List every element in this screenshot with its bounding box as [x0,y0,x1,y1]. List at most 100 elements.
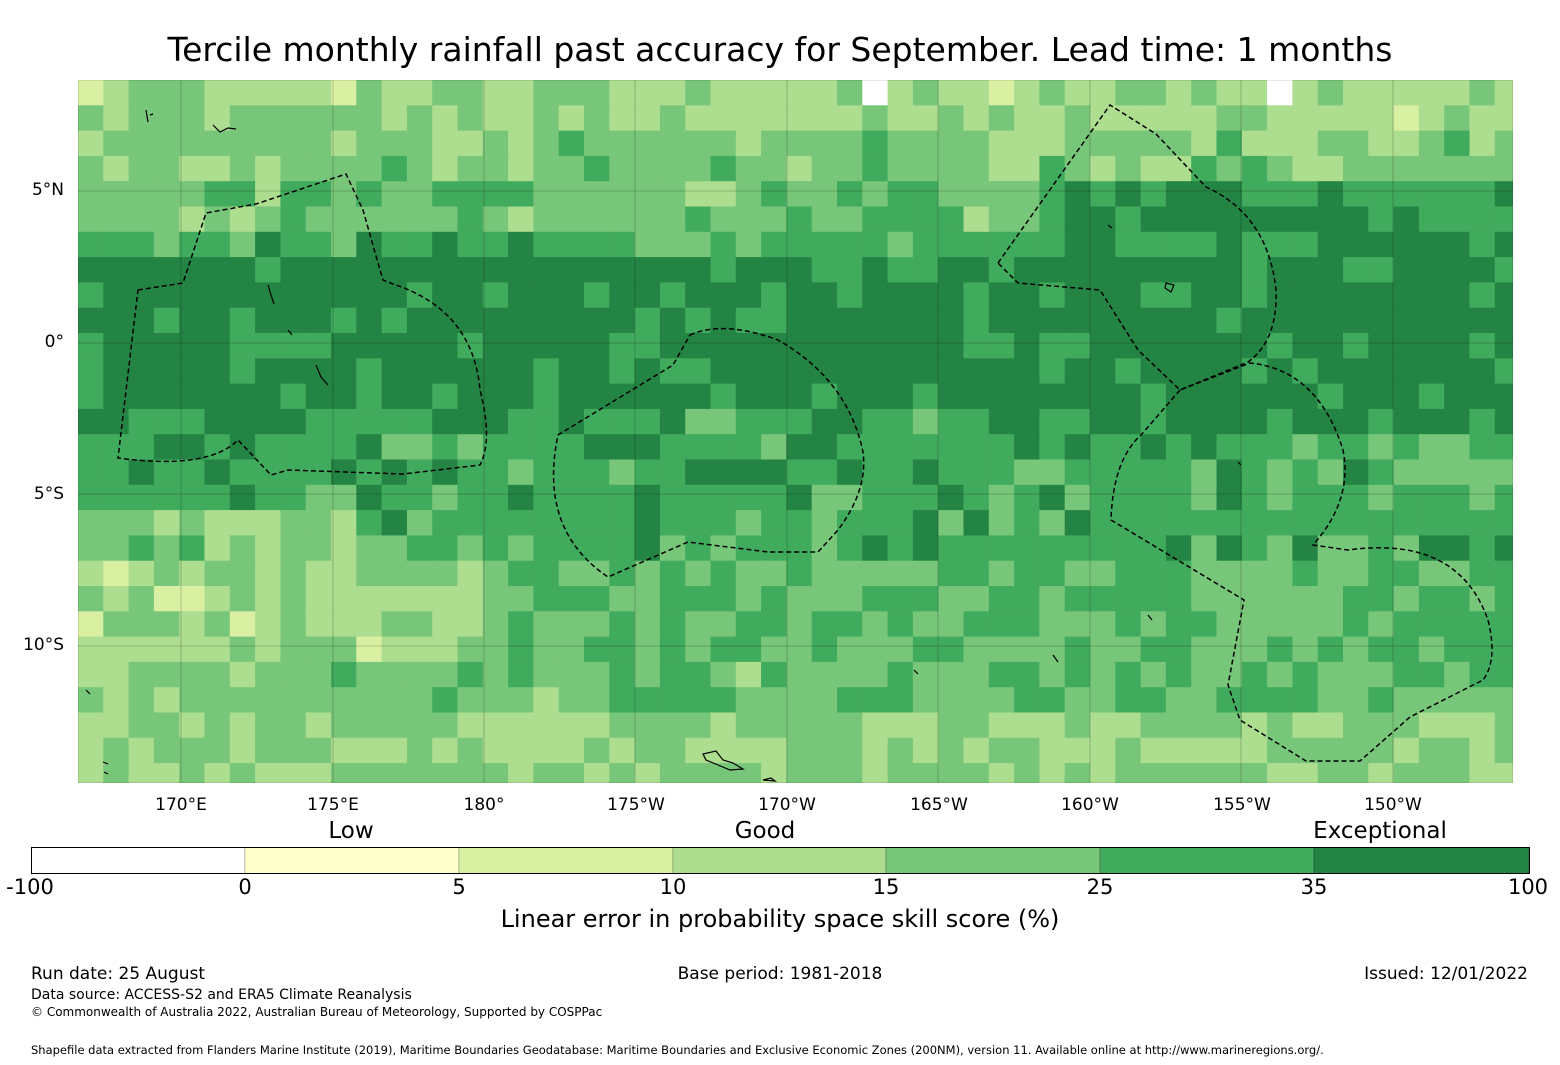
skill-cell [1216,484,1243,511]
skill-cell [1216,257,1243,283]
skill-cell [887,510,914,536]
skill-cell [280,535,307,562]
skill-cell [1014,282,1040,309]
skill-cell [938,687,965,714]
skill-cell [1064,155,1091,182]
skill-cell [558,434,585,461]
skill-cell [229,257,256,283]
skill-cell [1115,358,1142,385]
skill-cell [103,434,130,461]
skill-cell [153,763,180,783]
skill-cell [1317,459,1344,486]
skill-cell [938,661,965,688]
skill-cell [1191,535,1218,562]
skill-cell [761,737,787,764]
skill-cell [432,257,459,283]
skill-cell [938,763,965,783]
skill-cell [78,484,104,511]
skill-cell [912,484,939,511]
skill-cell [457,560,484,587]
skill-cell [1064,560,1091,587]
skill-cell [406,763,433,783]
skill-cell [1494,307,1513,334]
graticule [78,80,1513,783]
skill-cell [432,535,459,562]
skill-cell [381,484,408,511]
skill-cell [1469,535,1496,562]
skill-cell [862,408,889,435]
skill-cell [78,611,104,638]
skill-cell [179,611,206,638]
skill-cell [1469,282,1496,309]
lat-label-5n: 5°N [31,180,64,200]
skill-cell [482,636,509,663]
skill-cell [305,459,332,486]
skill-cell [457,80,484,106]
skill-cell [1115,408,1142,435]
skill-cell [912,510,939,536]
skill-cell [1014,307,1040,334]
skill-cell [1165,459,1192,486]
skill-cell [533,257,560,283]
skill-cell [1090,636,1116,663]
skill-cell [381,307,408,334]
skill-cell [1064,586,1091,612]
skill-cell [862,257,889,283]
skill-cell [685,636,712,663]
skill-cell [1064,80,1091,106]
skill-cell [1292,459,1319,486]
skill-cell [1444,257,1471,283]
skill-cell [786,383,813,410]
skill-cell [432,282,459,309]
skill-cell [533,383,560,410]
skill-cell [331,484,357,511]
skill-cell [862,105,889,132]
skill-cell [179,661,206,688]
skill-cell [584,560,610,587]
skill-cell [1368,80,1395,106]
skill-cell [1368,307,1395,334]
skill-cell [1267,459,1293,486]
skill-cell [280,231,307,258]
skill-cell [988,535,1015,562]
skill-cell [1343,510,1369,536]
skill-cell [634,510,661,536]
skill-cell [1140,130,1167,157]
skill-cell [862,206,889,233]
skill-cell [609,358,636,385]
skill-cell [1469,358,1496,385]
skill-cell [1393,80,1420,106]
skill-cell [432,434,459,461]
skill-cell [1418,257,1445,283]
skill-cell [609,333,636,359]
skill-cell [1494,687,1513,714]
skill-cell [432,358,459,385]
skill-cell [761,535,787,562]
skill-cell [280,434,307,461]
skill-cell [1393,257,1420,283]
skill-cell [255,763,281,783]
skill-cell [938,535,965,562]
skill-cell [1014,459,1040,486]
skill-cell [837,560,863,587]
skill-cell [1444,510,1471,536]
skill-cell [1393,560,1420,587]
skill-cell [381,434,408,461]
skill-cell [609,181,636,208]
skill-cell [1216,408,1243,435]
skill-cell [229,206,256,233]
skill-cell [356,510,383,536]
skill-cell [482,611,509,638]
skill-cell [1292,257,1319,283]
skill-cell [508,333,534,359]
skill-cell [229,763,256,783]
skill-cell [786,459,813,486]
skill-cell [1393,206,1420,233]
skill-cell [1292,282,1319,309]
skill-cell [1039,712,1066,739]
skill-cell [128,484,155,511]
skill-cell [1444,535,1471,562]
skill-cell [988,586,1015,612]
colorbar-tick-5: 5 [452,875,466,899]
skill-cell [659,560,686,587]
